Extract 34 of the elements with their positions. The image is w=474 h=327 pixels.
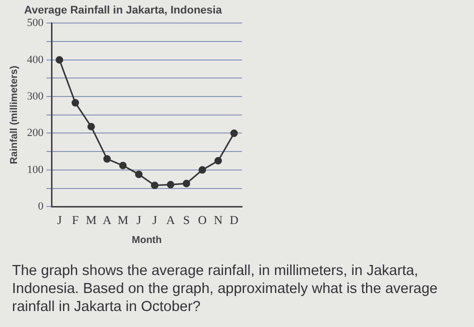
x-tick-label: J: [136, 212, 142, 227]
point: [135, 170, 143, 178]
x-tick-label: A: [102, 212, 112, 227]
x-tick-label: O: [198, 212, 207, 227]
point: [87, 122, 95, 130]
y-tick-label: 0: [38, 200, 44, 212]
x-tick-label: F: [72, 212, 79, 227]
x-tick-label: S: [183, 212, 190, 227]
x-tick-label: N: [214, 212, 223, 227]
point: [103, 155, 111, 163]
point: [150, 182, 158, 190]
point: [182, 180, 190, 188]
text: The graph shows the average rainfall, in millimeters, in Jakarta, Indonesia. Based on the graph, approximately what is the average rainfall in Jakarta in October?: [12, 262, 439, 316]
chart-title: Average Rainfall in Jakarta, Indonesia: [24, 4, 223, 17]
y-axis-title: Rainfall (millimeters): [8, 66, 20, 164]
point: [56, 56, 64, 64]
point: [166, 180, 174, 188]
x-tick-label: M: [86, 212, 97, 227]
point: [198, 166, 206, 174]
point: [214, 157, 222, 164]
y-tick-label: 400: [27, 54, 44, 66]
point: [72, 99, 80, 107]
y-tick-label: 200: [27, 127, 44, 140]
y-tick-label: 100: [27, 164, 44, 176]
point: [119, 162, 127, 170]
x-tick-label: J: [152, 212, 158, 227]
x-tick-label: D: [230, 212, 239, 227]
x-tick-label: A: [166, 212, 176, 227]
x-axis-title: Month: [132, 234, 162, 246]
x-tick-label: J: [57, 212, 62, 227]
x-tick-label: M: [118, 212, 129, 227]
point: [230, 129, 238, 137]
y-tick-label: 300: [27, 90, 44, 102]
y-tick-label: 500: [27, 17, 44, 30]
